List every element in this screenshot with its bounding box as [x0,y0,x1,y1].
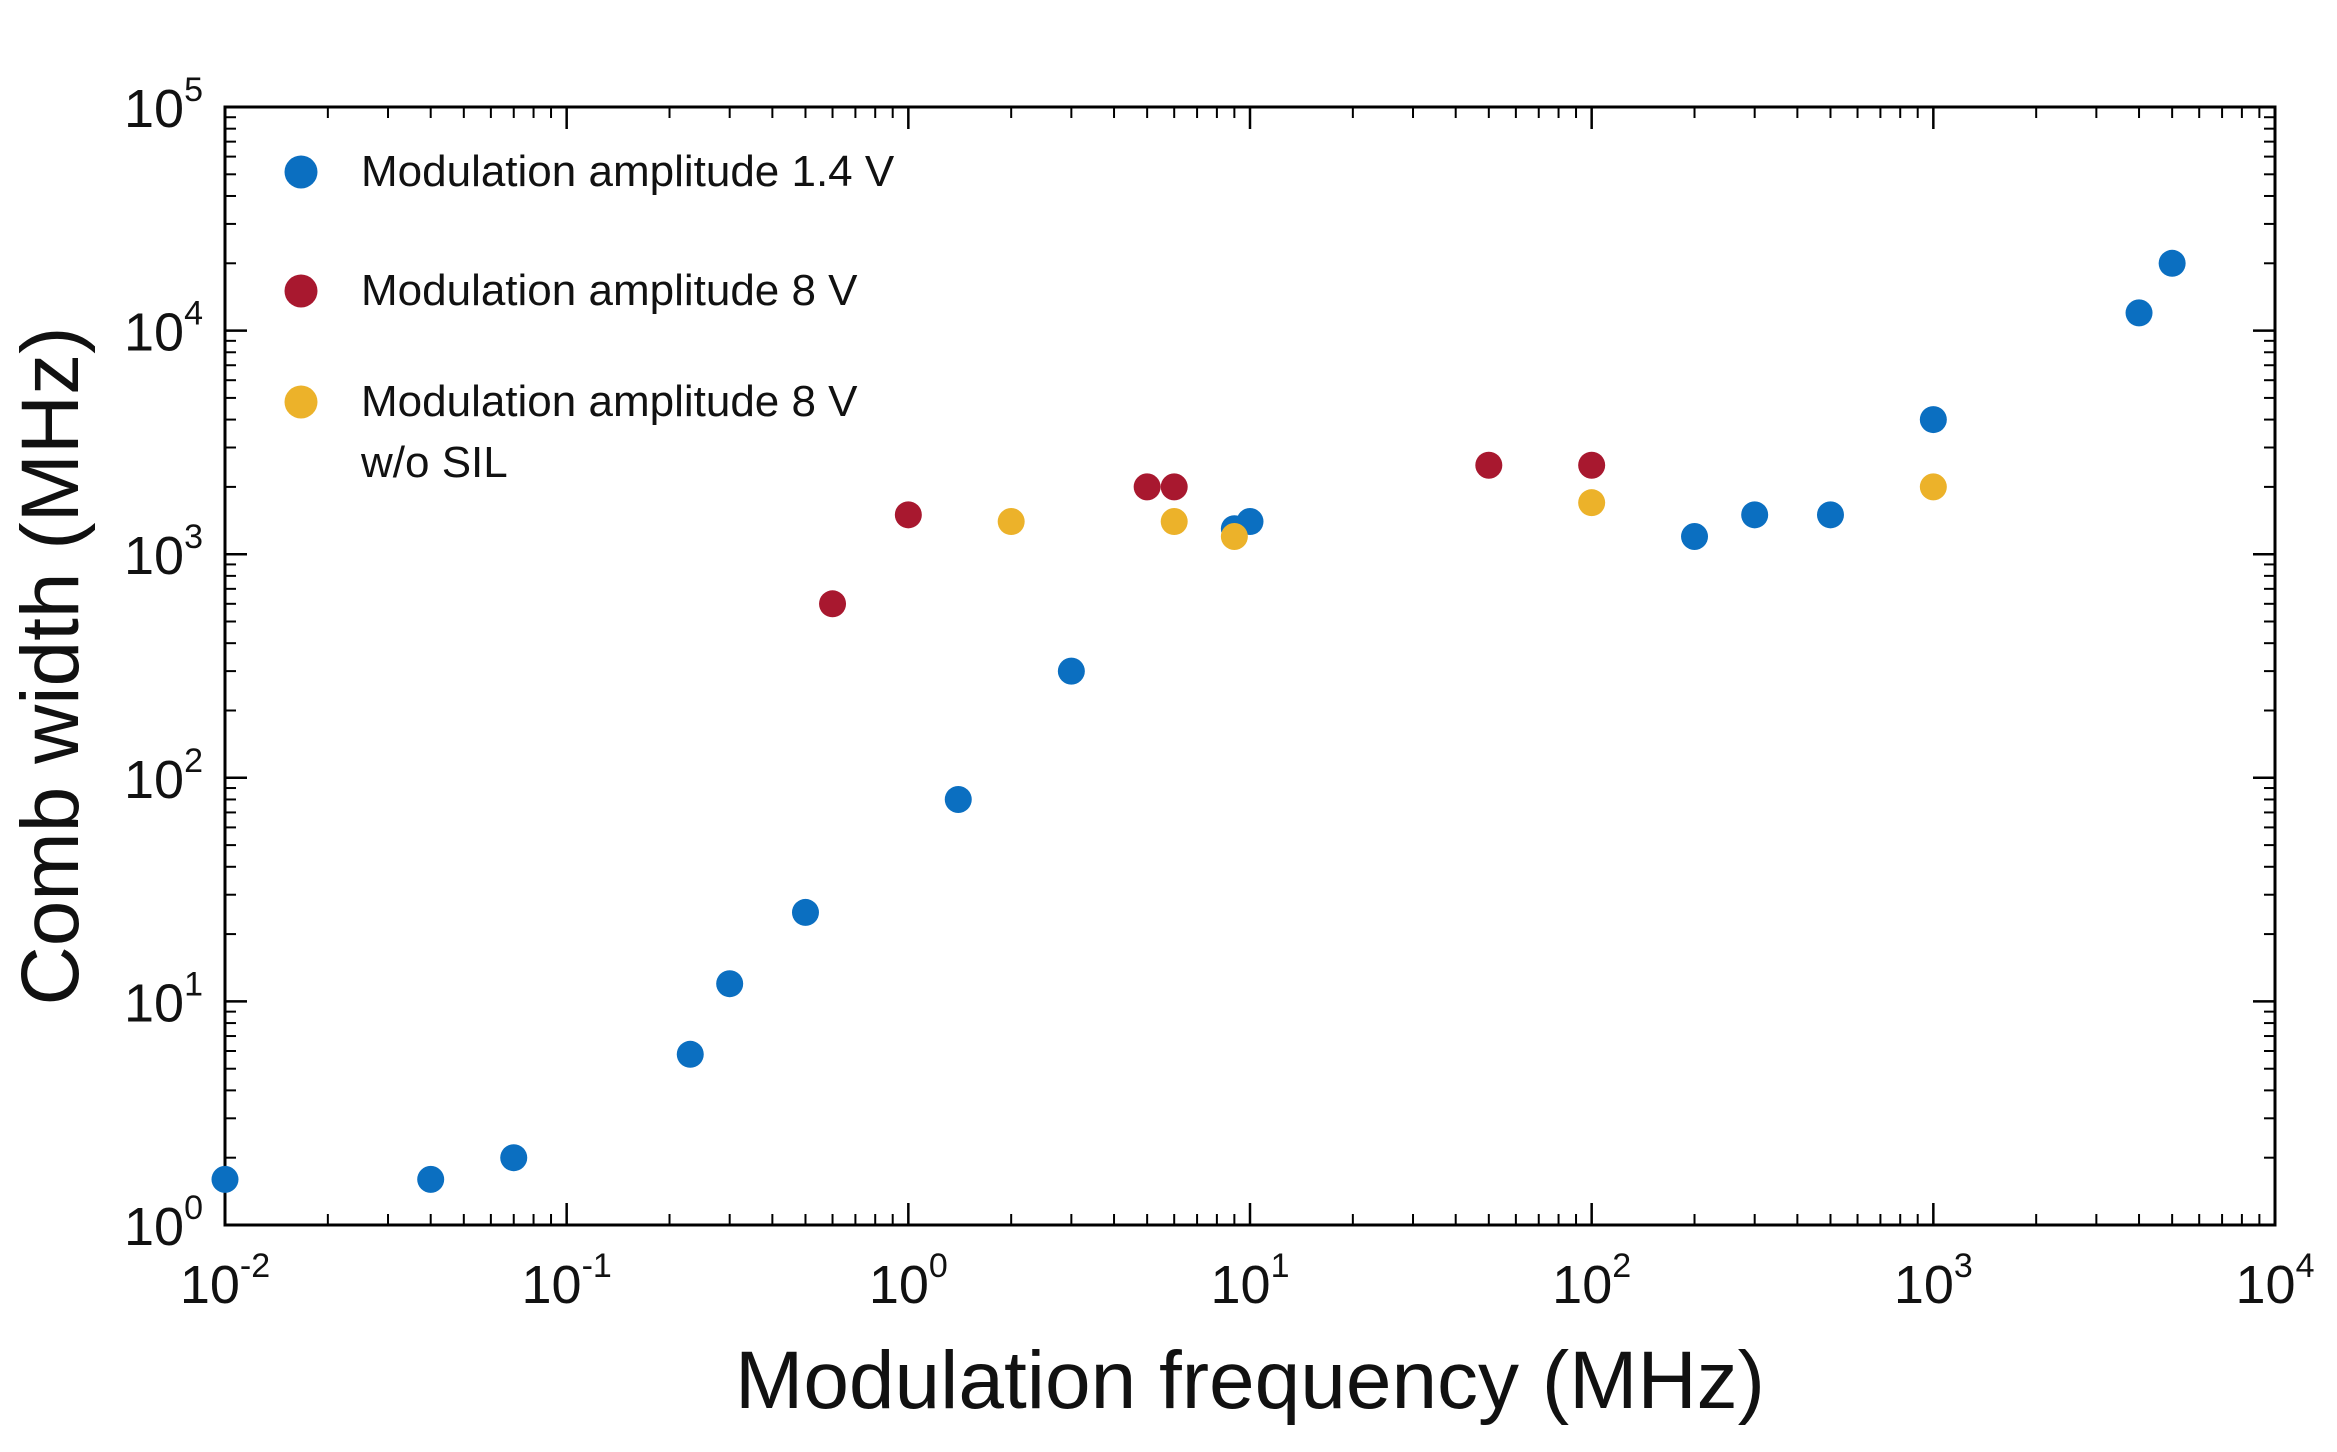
data-point-series-1 [2158,249,2186,277]
data-point-series-2 [1160,473,1188,501]
y-tick-label: 102 [124,742,203,810]
data-point-series-1 [676,1040,704,1068]
data-point-series-1 [791,898,819,926]
legend-label-series-3: Modulation amplitude 8 V [361,377,858,426]
plot-area: 10-2 10-1 100 101 102 103 104 100 101 102 103 104 10… [5,71,2315,1426]
data-point-series-3 [1578,489,1606,517]
data-point-series-1 [500,1144,528,1172]
data-point-series-2 [1578,451,1606,479]
data-point-series-1 [211,1165,239,1193]
x-tick-label: 104 [2236,1247,2315,1315]
data-point-series-2 [1133,473,1161,501]
data-point-series-1 [1816,501,1844,529]
data-point-series-3 [1919,473,1947,501]
legend-marker-series-1 [284,155,318,189]
y-tick-label: 103 [124,518,203,586]
x-axis-label: Modulation frequency (MHz) [735,1335,1765,1426]
x-tick-label: 10-2 [180,1247,270,1315]
data-point-series-1 [1681,522,1709,550]
data-point-series-1 [1057,657,1085,685]
data-point-series-3 [1220,522,1248,550]
legend-label-series-3: w/o SIL [360,438,508,487]
data-point-series-3 [997,508,1025,536]
data-point-series-1 [716,970,744,998]
legend-label-series-2: Modulation amplitude 8 V [361,266,858,315]
x-tick-label: 102 [1552,1247,1631,1315]
x-tick-label: 101 [1211,1247,1290,1315]
data-point-series-1 [944,785,972,813]
data-point-series-1 [1741,501,1769,529]
y-tick-label: 105 [124,71,203,139]
data-point-series-2 [819,590,847,618]
data-point-series-1 [2125,299,2153,327]
data-point-series-1 [1919,406,1947,434]
x-tick-label: 103 [1894,1247,1973,1315]
x-tick-label: 10-1 [522,1247,612,1315]
y-axis-label: Comb width (MHz) [5,327,96,1006]
data-point-series-1 [417,1165,445,1193]
legend-marker-series-2 [284,274,318,308]
legend-label-series-1: Modulation amplitude 1.4 V [361,147,895,196]
y-tick-label: 100 [124,1189,203,1257]
data-point-series-2 [1475,451,1503,479]
x-tick-label: 100 [869,1247,948,1315]
data-point-series-2 [894,501,922,529]
y-tick-label: 101 [124,965,203,1033]
legend-marker-series-3 [284,385,318,419]
y-tick-label: 104 [124,295,203,363]
data-point-series-3 [1160,508,1188,536]
